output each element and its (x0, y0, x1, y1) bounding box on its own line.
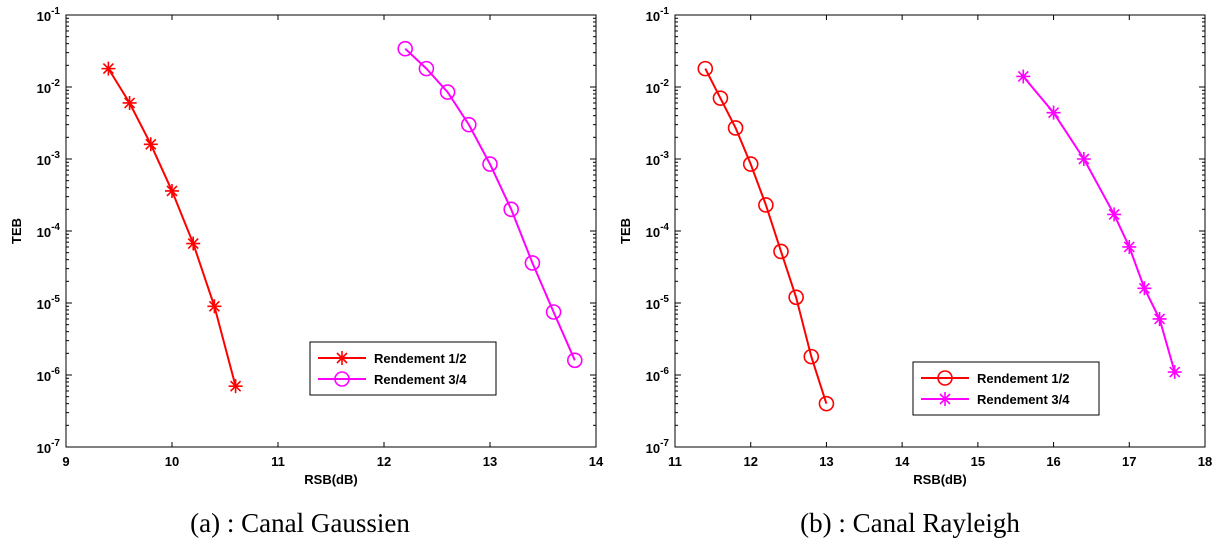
data-point (165, 183, 179, 198)
y-tick-label: 10-2 (37, 78, 61, 96)
y-tick-label: 10-4 (646, 222, 670, 240)
y-axis-label: TEB (618, 218, 633, 244)
data-point (186, 236, 201, 251)
data-point (803, 348, 820, 365)
x-tick-label: 9 (62, 454, 69, 469)
series-1 (697, 60, 835, 412)
data-point (397, 40, 414, 57)
x-tick-label: 13 (483, 454, 497, 469)
legend-marker (335, 351, 349, 365)
data-point (439, 84, 456, 100)
y-tick-label: 10-5 (646, 294, 670, 312)
series-1 (101, 61, 243, 394)
data-point (143, 137, 158, 152)
y-tick-label: 10-3 (37, 150, 61, 168)
series-2 (397, 40, 583, 369)
data-point (1107, 207, 1122, 222)
data-point (207, 299, 222, 314)
data-point (1152, 311, 1167, 326)
data-point (712, 90, 729, 106)
x-axis-label: RSB(dB) (913, 472, 966, 487)
y-tick-label: 10-4 (37, 222, 61, 240)
legend-marker (938, 392, 952, 406)
data-point (545, 304, 562, 320)
legend-box (912, 361, 1100, 416)
y-tick-label: 10-3 (646, 150, 670, 168)
x-tick-label: 11 (668, 454, 682, 469)
caption-canal-gaussien: (a) : Canal Gaussien (190, 508, 410, 538)
y-tick-label: 10-7 (646, 438, 670, 456)
legend-label: Rendement 3/4 (977, 392, 1070, 407)
data-point (818, 395, 835, 412)
x-tick-label: 11 (271, 454, 285, 469)
data-point (524, 255, 541, 271)
x-tick-label: 12 (377, 454, 391, 469)
data-point (1046, 105, 1061, 120)
y-tick-label: 10-5 (37, 294, 61, 312)
x-tick-label: 16 (1046, 454, 1060, 469)
data-point (758, 197, 774, 213)
y-axis-label: TEB (9, 218, 24, 244)
data-point (1122, 239, 1137, 254)
y-tick-label: 10-1 (37, 6, 61, 24)
data-point (460, 116, 477, 133)
series-line (404, 47, 576, 361)
y-tick-label: 10-6 (37, 366, 61, 384)
legend-box (309, 341, 497, 396)
legend: Rendement 1/2 Rendement 3/4 (309, 341, 497, 396)
series-line (1022, 75, 1176, 373)
x-tick-label: 13 (819, 454, 833, 469)
x-tick-label: 14 (895, 454, 910, 469)
series-line (704, 68, 828, 405)
legend-marker (334, 371, 350, 387)
data-point (228, 379, 243, 394)
x-tick-label: 14 (589, 454, 604, 469)
x-tick-label: 10 (165, 454, 179, 469)
y-tick-label: 10-1 (646, 6, 670, 24)
data-point (482, 156, 498, 172)
chart-canal-rayleigh: 11 12 13 14 15 16 17 18 10-7 10-6 10-5 10-4 10-3 10-2… (618, 6, 1212, 487)
x-tick-label: 15 (971, 454, 985, 469)
caption-canal-rayleigh: (b) : Canal Rayleigh (800, 508, 1020, 538)
data-point (788, 289, 804, 306)
legend-label: Rendement 1/2 (977, 371, 1069, 386)
y-tick-label: 10-2 (646, 78, 670, 96)
x-axis-label: RSB(dB) (304, 472, 357, 487)
y-tick-label: 10-6 (646, 366, 670, 384)
data-point (697, 60, 714, 77)
data-point (418, 60, 435, 77)
data-point (503, 201, 520, 218)
data-point (773, 243, 789, 260)
series-2 (1016, 69, 1182, 380)
y-tick-label: 10-7 (37, 438, 61, 456)
data-point (727, 120, 744, 136)
data-point (742, 156, 759, 172)
chart-canal-gaussien: 9 10 11 12 13 14 10-7 10-6 10-5 10-4 10-3 10-2 10-1 R… (9, 6, 604, 487)
data-point (1167, 365, 1182, 380)
x-tick-label: 17 (1122, 454, 1136, 469)
legend-marker (937, 370, 953, 386)
data-point (1137, 281, 1152, 296)
legend: Rendement 1/2 Rendement 3/4 (912, 361, 1100, 416)
x-tick-label: 12 (743, 454, 757, 469)
legend-label: Rendement 3/4 (374, 372, 467, 387)
data-point (1016, 69, 1031, 84)
data-point (1076, 152, 1091, 166)
x-tick-label: 18 (1198, 454, 1212, 469)
data-point (566, 352, 583, 369)
data-point (122, 95, 137, 110)
data-point (101, 61, 116, 76)
legend-label: Rendement 1/2 (374, 351, 466, 366)
